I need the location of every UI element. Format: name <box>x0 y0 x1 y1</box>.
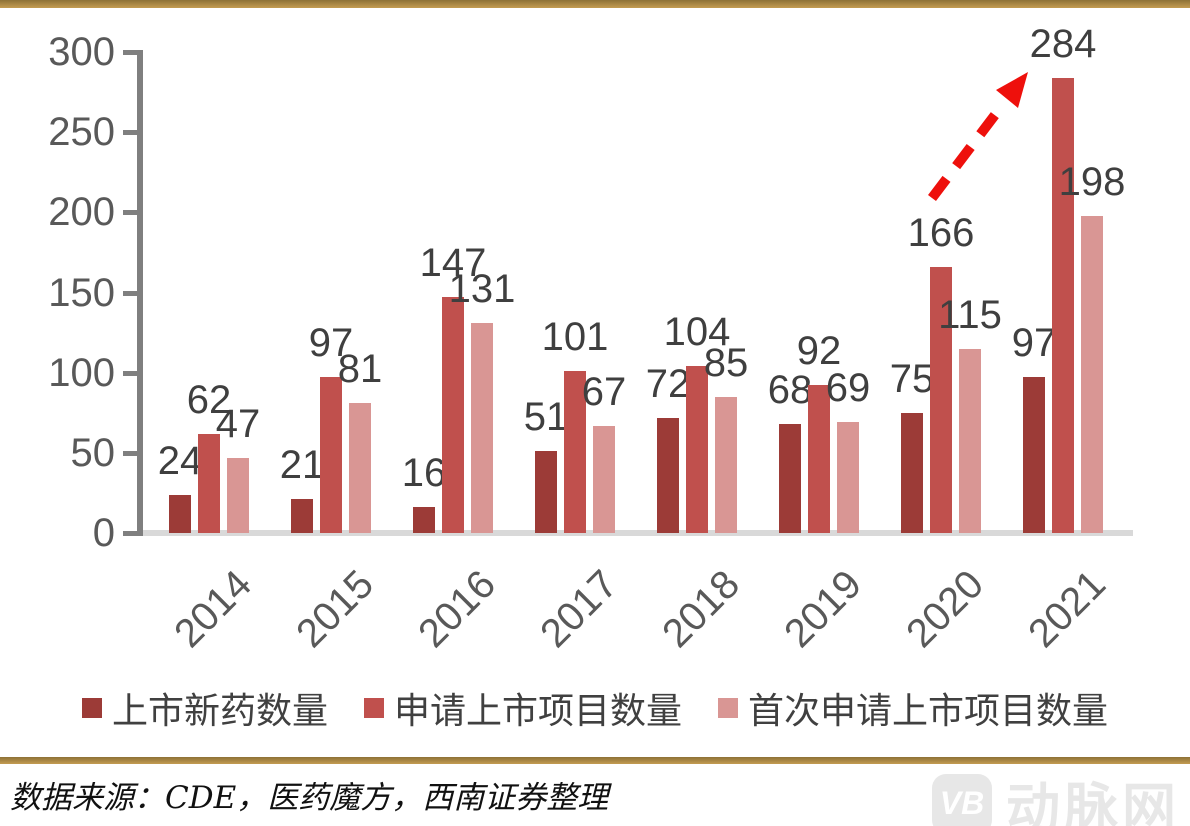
x-axis-label-2019: 2019 <box>776 562 871 657</box>
bar-2014-series2 <box>198 433 220 533</box>
bar-value-label: 97 <box>1011 321 1057 366</box>
bar-2018-series2 <box>686 366 708 533</box>
legend-item-1: 上市新药数量 <box>81 682 328 734</box>
vb-logo-icon: VB <box>932 773 992 826</box>
x-axis-label-2018: 2018 <box>654 562 749 657</box>
legend-swatch-icon <box>718 698 738 718</box>
bar-2019-series2 <box>808 385 830 533</box>
bar-2017-series3 <box>593 425 615 533</box>
y-axis-tick <box>123 370 137 376</box>
bar-2018-series1 <box>657 417 679 533</box>
bar-value-label: 115 <box>938 292 1002 337</box>
x-axis-label-2021: 2021 <box>1020 562 1115 657</box>
y-axis-tick <box>123 210 137 216</box>
y-axis-tick-label: 300 <box>48 30 115 74</box>
y-axis-tick-label: 200 <box>48 190 115 235</box>
y-axis-tick-label: 100 <box>48 350 115 395</box>
bar-2020-series3 <box>959 348 981 533</box>
bar-value-label: 166 <box>907 210 975 255</box>
y-axis-tick <box>123 290 137 296</box>
bar-chart-plot: 0 50 100 150 200 250 300 24 62 47 2014 21 97 81 2015 16… <box>48 21 1133 657</box>
x-axis-label-2017: 2017 <box>532 562 627 657</box>
legend: 上市新药数量 申请上市项目数量 首次申请上市项目数量 <box>0 682 1190 734</box>
bar-value-label: 62 <box>186 377 232 422</box>
bar-2016-series2 <box>442 297 464 533</box>
bar-value-label: 85 <box>703 340 749 385</box>
y-axis-tick <box>123 50 137 55</box>
top-border <box>0 0 1190 8</box>
y-axis-line <box>137 50 143 536</box>
x-axis-label-2015: 2015 <box>288 562 383 657</box>
y-axis-tick-label: 150 <box>48 270 115 315</box>
footer: 数据来源：CDE，医药魔方，西南证券整理 VB 动脉网 <box>0 764 1190 826</box>
bar-2020-series1 <box>901 412 923 533</box>
bar-value-label: 16 <box>401 451 447 496</box>
bar-value-label: 147 <box>419 241 487 286</box>
bar-value-label: 131 <box>448 266 516 311</box>
legend-label: 上市新药数量 <box>111 691 328 732</box>
x-axis-label-2014: 2014 <box>166 562 261 657</box>
legend-swatch-icon <box>363 698 384 718</box>
bar-value-label: 75 <box>889 356 935 401</box>
bar-value-label: 67 <box>581 369 627 414</box>
bar-value-label: 69 <box>825 366 871 411</box>
bar-value-label: 81 <box>337 347 383 392</box>
y-axis-tick-label: 250 <box>48 110 115 155</box>
bar-2019-series3 <box>837 422 859 533</box>
x-axis-baseline <box>143 530 1133 536</box>
legend-label: 申请上市项目数量 <box>393 691 682 732</box>
bar-2021-series3 <box>1081 215 1103 533</box>
bar-value-label: 24 <box>157 438 203 483</box>
bar-value-label: 92 <box>796 329 842 374</box>
bottom-border <box>0 757 1190 764</box>
vb-logo-text: VB <box>939 785 985 821</box>
bar-value-label: 68 <box>767 367 813 412</box>
bar-2017-series2 <box>564 371 586 533</box>
bar-value-label: 198 <box>1058 159 1126 204</box>
legend-item-2: 申请上市项目数量 <box>363 682 682 734</box>
bar-2020-series2 <box>930 266 952 533</box>
y-axis-tick-label: 50 <box>70 430 116 475</box>
bar-value-label: 47 <box>215 401 261 446</box>
legend-label: 首次申请上市项目数量 <box>748 691 1109 732</box>
bar-2021-series2 <box>1052 77 1074 533</box>
bar-2019-series1 <box>779 423 801 533</box>
bar-value-label: 51 <box>523 395 569 440</box>
bar-2021-series1 <box>1023 377 1045 533</box>
bar-2018-series3 <box>715 396 737 533</box>
y-axis-tick <box>123 531 137 536</box>
bar-value-label: 104 <box>663 310 731 355</box>
bar-2017-series1 <box>535 451 557 533</box>
watermark: VB 动脉网 <box>932 764 1180 826</box>
bar-value-label: 72 <box>645 361 691 406</box>
y-axis-tick-label: 0 <box>92 511 115 555</box>
y-axis-tick <box>123 130 137 136</box>
x-axis-label-2020: 2020 <box>898 562 993 657</box>
bar-2014-series1 <box>169 494 191 533</box>
x-axis-label-2016: 2016 <box>410 562 505 657</box>
y-axis-tick <box>123 450 137 456</box>
bar-2015-series3 <box>349 403 371 533</box>
bar-value-label: 284 <box>1029 21 1097 66</box>
bar-value-label: 101 <box>541 315 609 360</box>
bar-2014-series3 <box>227 457 249 533</box>
watermark-text: 动脉网 <box>1006 777 1180 826</box>
source-note: 数据来源：CDE，医药魔方，西南证券整理 <box>10 780 609 816</box>
bar-2016-series1 <box>413 507 435 533</box>
bar-2016-series3 <box>471 322 493 533</box>
bar-2015-series2 <box>320 377 342 533</box>
bar-value-label: 21 <box>279 443 325 488</box>
bar-2015-series1 <box>291 499 313 533</box>
legend-swatch-icon <box>81 698 102 718</box>
bar-value-label: 97 <box>308 321 354 366</box>
legend-item-3: 首次申请上市项目数量 <box>718 682 1108 734</box>
